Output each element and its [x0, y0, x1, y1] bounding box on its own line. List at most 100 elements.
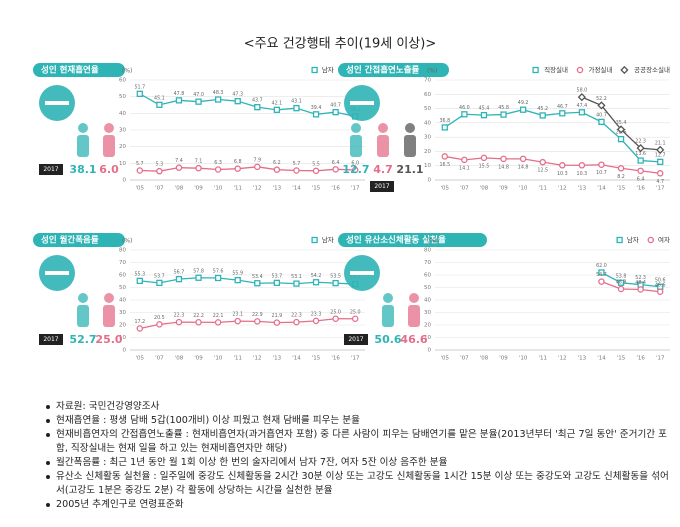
y-tick-label: 70: [424, 260, 431, 266]
y-tick-label: 10: [119, 161, 126, 167]
data-point: [293, 318, 300, 326]
data-point: [578, 162, 586, 169]
data-point: [480, 111, 488, 119]
data-label: 23.3: [311, 311, 322, 317]
icon-bar: [350, 271, 374, 275]
data-label: 45.2: [537, 106, 548, 112]
bullet: [46, 475, 50, 479]
data-point: [500, 111, 507, 118]
data-label: 54.2: [311, 273, 322, 279]
x-tick-label: '13: [578, 356, 587, 362]
x-tick-label: '13: [273, 356, 282, 362]
x-tick-label: '17: [656, 186, 665, 192]
data-label: 7.9: [253, 157, 261, 163]
x-tick-label: '12: [558, 356, 567, 362]
data-point: [332, 109, 339, 116]
data-label: 43.7: [252, 98, 263, 104]
data-label: 10.3: [577, 171, 588, 177]
x-tick-label: '10: [519, 356, 528, 362]
data-point: [136, 325, 144, 332]
data-point: [312, 111, 320, 118]
data-label: 43.1: [291, 99, 302, 105]
x-tick-label: '07: [155, 356, 164, 362]
data-label: 62.0: [596, 263, 607, 269]
series-line: [601, 271, 661, 288]
data-point: [195, 164, 202, 172]
data-point: [273, 166, 281, 173]
data-point: [136, 90, 143, 97]
x-tick-label: '14: [292, 356, 301, 362]
icon-head: [409, 293, 419, 303]
icon-body: [408, 305, 420, 327]
data-point: [254, 163, 261, 171]
data-point: [461, 156, 468, 164]
data-point: [175, 318, 183, 326]
icon-head: [378, 123, 388, 133]
y-tick-label: 70: [424, 78, 431, 84]
data-label: 56.7: [174, 270, 185, 276]
icon-head: [78, 293, 88, 303]
data-label: 22.1: [213, 313, 224, 319]
icon-bar: [350, 101, 374, 105]
data-label: 45.1: [154, 95, 165, 101]
y-tick-label: 40: [119, 298, 126, 304]
data-label: 53.1: [291, 274, 302, 280]
y-tick-label: 50: [424, 285, 431, 291]
x-tick-label: '12: [253, 356, 262, 362]
x-tick-label: '14: [597, 356, 606, 362]
data-label: 23.1: [232, 312, 243, 318]
notes: 자료원: 국민건강영양조사 현재흡연율 : 평생 담배 5갑(100개비) 이상 …: [44, 400, 674, 512]
legend-marker: [576, 66, 584, 74]
data-label: 51.7: [134, 84, 145, 90]
x-tick-label: '07: [460, 186, 469, 192]
note: 자료원: 국민건강영양조사: [44, 400, 674, 414]
legend-label: 직장실내: [544, 65, 568, 74]
data-point: [616, 125, 626, 134]
data-label: 12.7: [655, 152, 666, 158]
note-text: 월간폭음률 : 최근 1년 동안 월 1회 이상 한 번의 술자리에서 남자 7…: [56, 457, 448, 468]
x-tick-label: '16: [331, 356, 340, 362]
x-tick-label: '13: [578, 186, 587, 192]
series-line: [139, 166, 356, 172]
data-label: 8.2: [617, 174, 625, 180]
data-point: [559, 110, 566, 117]
data-label: 55.9: [232, 271, 243, 277]
data-label: 7.4: [175, 158, 183, 164]
y-tick-label: 0: [123, 178, 127, 184]
icon-head: [104, 123, 114, 133]
data-point: [637, 167, 644, 175]
data-label: 22.3: [291, 313, 302, 319]
y-axis-label: (%): [427, 68, 437, 75]
x-tick-label: '05: [441, 356, 450, 362]
legend-marker: [647, 236, 655, 244]
x-tick-label: '08: [175, 356, 184, 362]
y-tick-label: 60: [424, 273, 431, 279]
data-label: 14.8: [518, 164, 529, 170]
data-point: [312, 317, 320, 325]
data-point: [175, 97, 183, 104]
y-tick-label: 10: [424, 163, 431, 169]
data-point: [156, 279, 163, 287]
y-tick-label: 0: [428, 178, 432, 184]
icon-head: [104, 293, 114, 303]
data-label: 47.4: [577, 103, 588, 109]
data-label: 55.3: [134, 271, 145, 277]
highlight-value: 25.0: [95, 333, 122, 346]
data-point: [577, 93, 586, 102]
x-tick-label: '10: [214, 186, 223, 192]
data-point: [195, 318, 202, 326]
data-label: 48.8: [616, 280, 627, 286]
y-tick-label: 60: [119, 78, 126, 84]
chart-title: 성인 간접흡연노출률: [346, 65, 420, 76]
data-label: 45.4: [479, 106, 490, 112]
x-tick-label: '11: [233, 186, 242, 192]
highlight-label: 2017: [43, 166, 58, 173]
x-tick-label: '05: [441, 186, 450, 192]
data-label: 57.8: [193, 268, 204, 274]
y-tick-label: 40: [424, 120, 431, 126]
x-tick-label: '17: [351, 186, 360, 192]
data-label: 53.7: [154, 273, 165, 279]
data-label: 13.6: [635, 151, 646, 157]
data-label: 46.7: [557, 104, 568, 110]
y-tick-label: 30: [424, 310, 431, 316]
